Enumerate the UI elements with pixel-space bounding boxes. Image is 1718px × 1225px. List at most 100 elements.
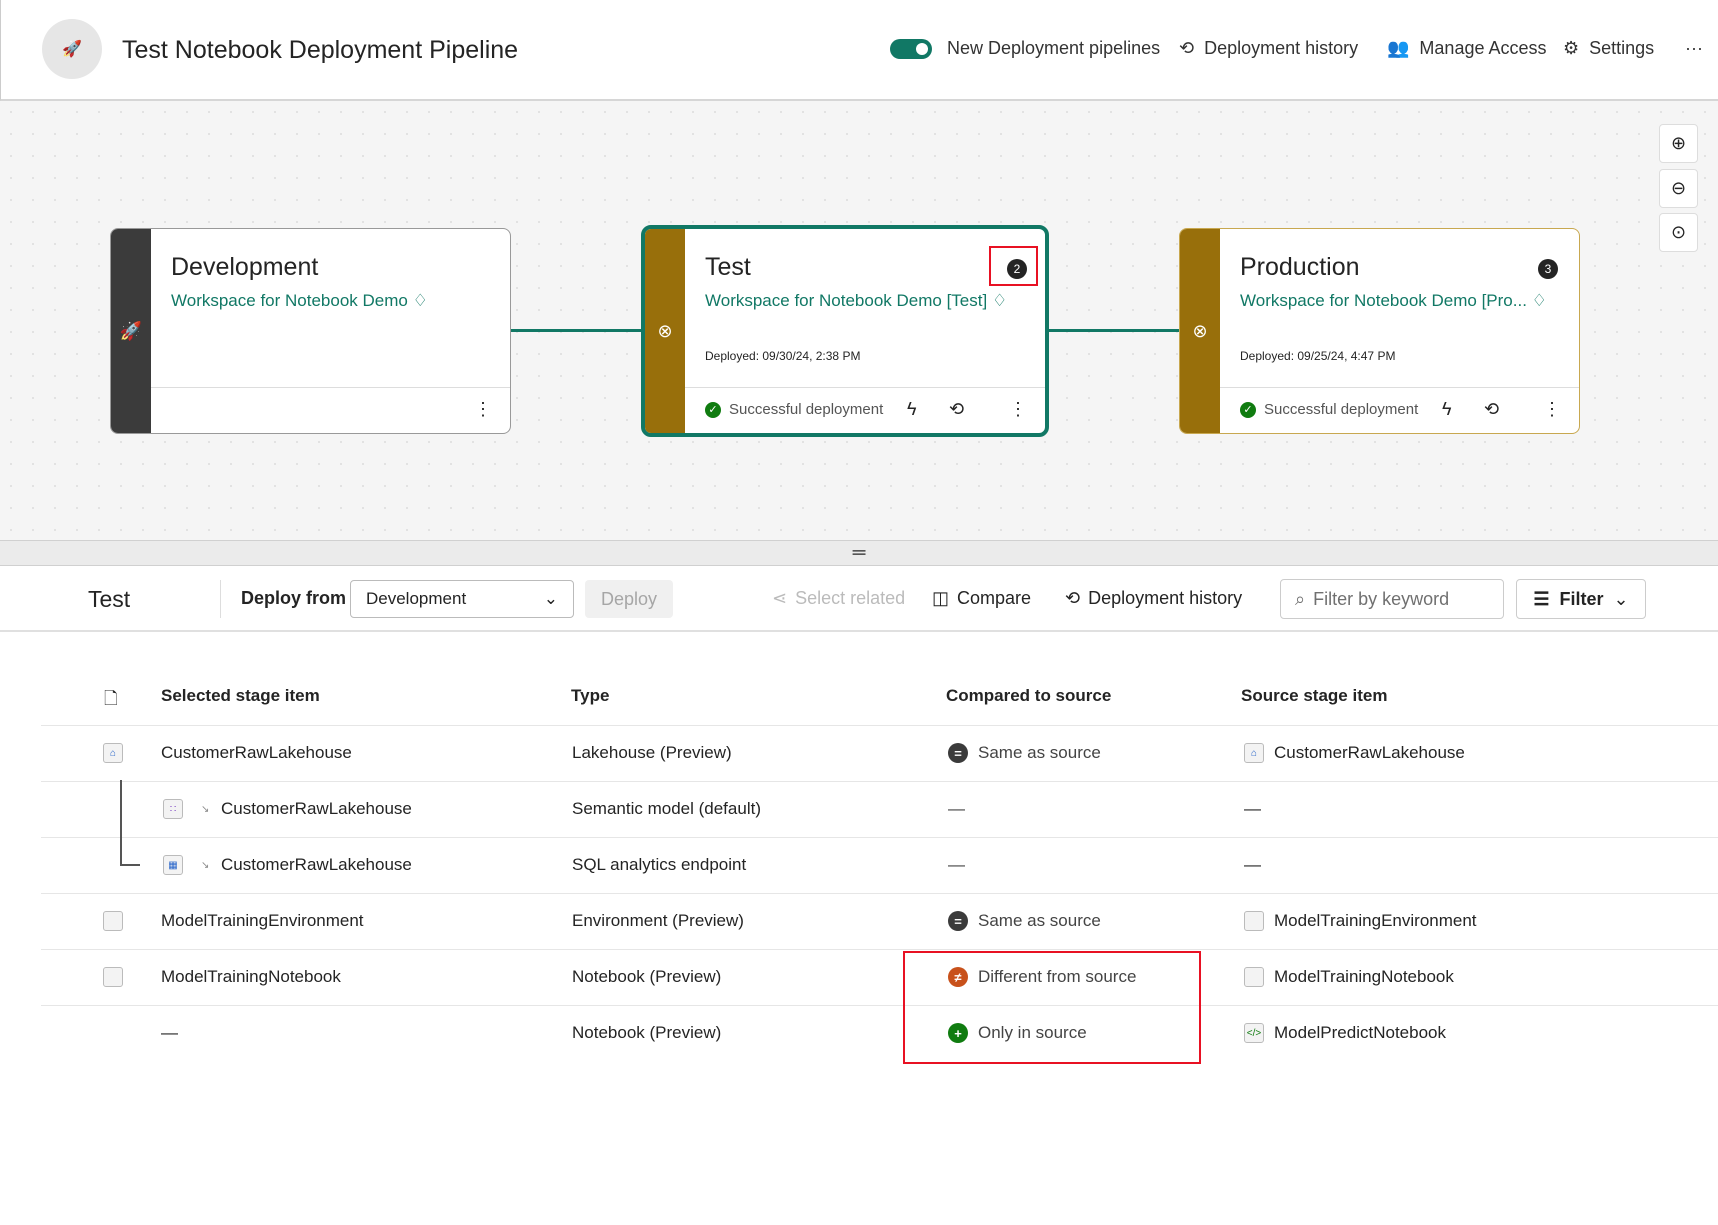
sync-icon: ⊗ <box>1180 229 1220 433</box>
item-type-icon: ▦ <box>163 855 183 875</box>
page-title: Test Notebook Deployment Pipeline <box>122 36 519 64</box>
stage-card-development[interactable]: 🚀 Development Workspace for Notebook Dem… <box>110 228 511 434</box>
zoom-out-icon: ⊖ <box>1670 178 1687 198</box>
item-type-icon: ⌂ <box>103 743 123 763</box>
item-type: Notebook (Preview) <box>572 967 722 986</box>
fit-view-button[interactable]: ⊙ <box>1659 213 1698 252</box>
selected-item-name: CustomerRawLakehouse <box>221 799 412 818</box>
column-header: Source stage item <box>1241 686 1388 705</box>
filter-button[interactable]: ☰ Filter ⌄ <box>1516 579 1646 619</box>
source-item: — <box>1244 855 1261 874</box>
deployment-history-button[interactable]: ⟲ Deployment history <box>1179 38 1359 58</box>
rocket-icon: 🚀 <box>42 19 102 79</box>
highlight-box <box>989 246 1038 286</box>
more-vertical-icon[interactable]: ⋮ <box>1009 399 1027 419</box>
table-row[interactable]: ⌂ CustomerRawLakehouse Lakehouse (Previe… <box>41 725 1718 781</box>
card-footer: ✓ Successful deployment ϟ ⟲ ⋮ <box>685 387 1045 433</box>
source-item: ModelTrainingNotebook <box>1244 967 1454 987</box>
check-icon: ✓ <box>1240 401 1256 418</box>
filter-keyword-input[interactable]: ⌕ Filter by keyword <box>1280 579 1504 619</box>
deploy-button[interactable]: Deploy <box>585 580 673 618</box>
selected-item-name: — <box>161 1023 178 1042</box>
more-button[interactable]: ··· <box>1685 38 1703 58</box>
more-vertical-icon[interactable]: ⋮ <box>1543 399 1561 419</box>
zoom-in-icon: ⊕ <box>1670 133 1687 153</box>
pipeline-canvas: ⊕ ⊖ ⊙ 🚀 Development Workspace for Notebo… <box>0 101 1718 540</box>
premium-icon: ♢ <box>991 291 1008 310</box>
deployed-time: Deployed: 09/25/24, 4:47 PM <box>1240 349 1396 363</box>
people-icon: 👥 <box>1387 38 1410 58</box>
compare-status-icon: = <box>948 743 968 763</box>
source-item: ModelTrainingEnvironment <box>1244 911 1477 931</box>
deploy-from-dropdown[interactable]: Development ⌄ <box>350 580 574 618</box>
item-type: Lakehouse (Preview) <box>572 743 732 762</box>
source-item: ⌂ CustomerRawLakehouse <box>1244 743 1465 763</box>
selected-item-name: ModelTrainingNotebook <box>161 967 341 986</box>
stage-name: Test <box>88 586 131 612</box>
item-type-icon <box>103 911 123 931</box>
history-icon: ⟲ <box>1179 38 1195 58</box>
column-header: Compared to source <box>946 686 1112 705</box>
deployment-history-button[interactable]: ⟲ Deployment history <box>1065 588 1243 608</box>
table-row[interactable]: ModelTrainingEnvironment Environment (Pr… <box>41 893 1718 949</box>
manage-access-button[interactable]: 👥 Manage Access <box>1387 38 1547 58</box>
zoom-out-button[interactable]: ⊖ <box>1659 169 1698 208</box>
history-icon: ⟲ <box>1065 588 1081 608</box>
gear-icon: ⚙ <box>1563 38 1580 58</box>
compare-status: — <box>948 855 965 874</box>
item-type: Environment (Preview) <box>572 911 744 930</box>
changes-badge: 2 <box>1007 259 1027 279</box>
compare-button[interactable]: ◫ Compare <box>932 588 1032 608</box>
compare-status: = Same as source <box>948 911 1101 931</box>
search-icon: ⌕ <box>1295 588 1306 609</box>
deployment-status: ✓ Successful deployment <box>1240 401 1418 418</box>
compare-status: ≠ Different from source <box>948 967 1136 987</box>
workspace-link[interactable]: Workspace for Notebook Demo ♢ <box>171 291 428 310</box>
deployed-time: Deployed: 09/30/24, 2:38 PM <box>705 349 861 363</box>
card-footer: ⋮ <box>151 387 510 433</box>
history-icon[interactable]: ⟲ <box>1484 399 1500 419</box>
table-row[interactable]: ▦ ↘ CustomerRawLakehouse SQL analytics en… <box>41 837 1718 893</box>
item-type: Semantic model (default) <box>572 799 761 818</box>
workspace-link[interactable]: Workspace for Notebook Demo [Test] ♢ <box>705 291 1008 310</box>
card-footer: ✓ Successful deployment ϟ ⟲ ⋮ <box>1220 387 1579 433</box>
item-type-icon: ∷ <box>163 799 183 819</box>
table-row[interactable]: ∷ ↘ CustomerRawLakehouse Semantic model (… <box>41 781 1718 837</box>
panel-resize-handle[interactable]: ═ <box>0 540 1718 566</box>
item-type-icon: </> <box>1244 1023 1264 1043</box>
highlight-box <box>903 951 1201 1064</box>
check-icon: ✓ <box>705 401 721 418</box>
tree-connector <box>120 780 140 866</box>
history-icon[interactable]: ⟲ <box>949 399 965 419</box>
app-header: 🚀 Test Notebook Deployment Pipeline New … <box>0 0 1718 101</box>
chevron-down-icon: ⌄ <box>1613 588 1629 609</box>
source-item: </> ModelPredictNotebook <box>1244 1023 1446 1043</box>
compare-status-icon: + <box>948 1023 968 1043</box>
link-icon: ↘ <box>201 859 210 871</box>
column-header: Selected stage item <box>161 686 320 705</box>
changes-badge: 3 <box>1538 259 1558 279</box>
fit-icon: ⊙ <box>1670 222 1687 242</box>
workspace-link[interactable]: Workspace for Notebook Demo [Pro... ♢ <box>1240 291 1547 310</box>
link-icon: ↘ <box>201 803 210 815</box>
file-icon: 🗋 <box>104 689 118 708</box>
stage-card-production[interactable]: ⊗ Production 3 Workspace for Notebook De… <box>1179 228 1580 434</box>
new-pipelines-label: New Deployment pipelines <box>947 38 1161 58</box>
selected-item-name: CustomerRawLakehouse <box>221 855 412 874</box>
settings-button[interactable]: ⚙ Settings <box>1563 38 1655 58</box>
sync-icon: ⊗ <box>645 229 685 433</box>
more-vertical-icon[interactable]: ⋮ <box>474 399 492 419</box>
table-row[interactable]: — Notebook (Preview) + Only in source </>… <box>41 1005 1718 1061</box>
stage-title: Development <box>171 253 319 281</box>
stage-card-test[interactable]: ⊗ Test 2 Workspace for Notebook Demo [Te… <box>641 225 1049 437</box>
compare-status-icon: = <box>948 911 968 931</box>
deployment-rules-icon[interactable]: ϟ <box>907 399 917 419</box>
new-pipelines-toggle[interactable] <box>890 39 932 59</box>
zoom-in-button[interactable]: ⊕ <box>1659 124 1698 163</box>
item-type-icon: ⌂ <box>1244 743 1264 763</box>
select-related-button[interactable]: ⋖ Select related <box>772 588 906 608</box>
table-row[interactable]: ModelTrainingNotebook Notebook (Preview)… <box>41 949 1718 1005</box>
deployment-rules-icon[interactable]: ϟ <box>1442 399 1452 419</box>
connector <box>511 329 641 332</box>
compare-status: — <box>948 799 965 818</box>
